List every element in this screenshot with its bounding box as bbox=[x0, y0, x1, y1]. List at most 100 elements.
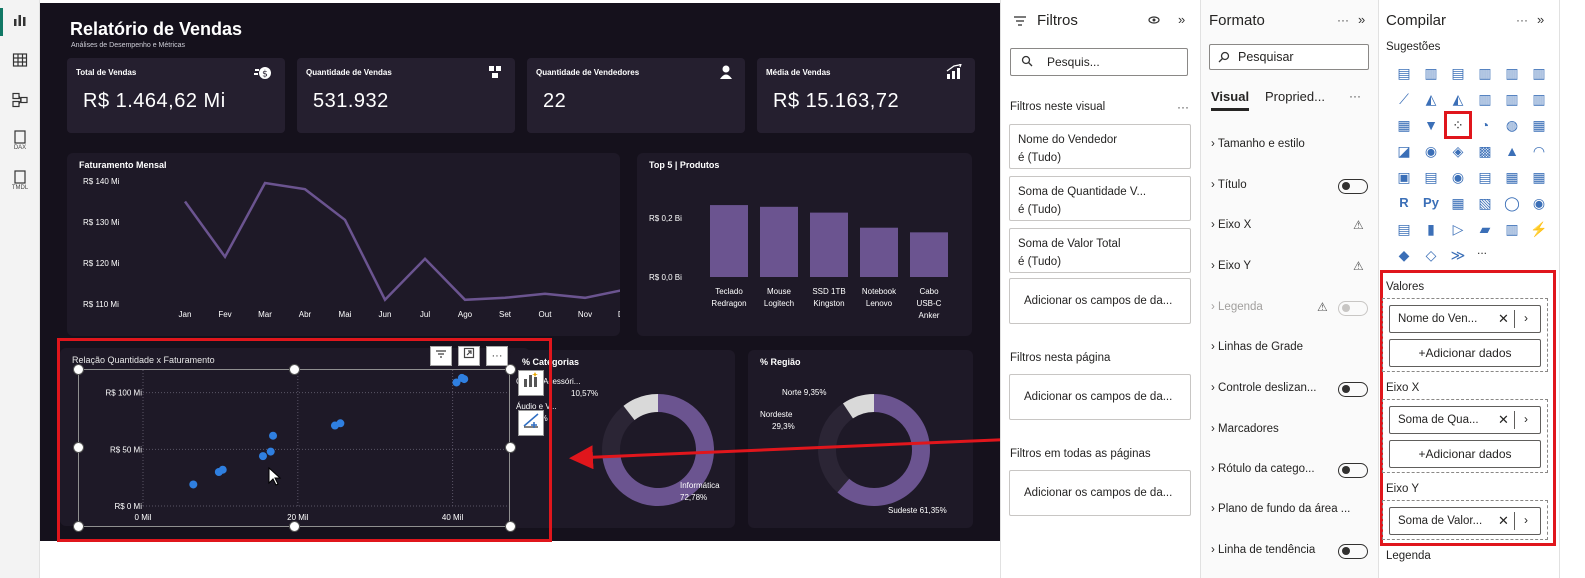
resize-handle[interactable] bbox=[505, 364, 516, 375]
section-gridlines[interactable]: › Linhas de Grade bbox=[1211, 341, 1304, 353]
trend-icon[interactable]: ⚡ bbox=[1530, 221, 1548, 237]
matrix-icon[interactable]: ▦ bbox=[1532, 169, 1546, 185]
section-x-axis[interactable]: › Eixo X bbox=[1211, 219, 1252, 231]
funnel-chart-icon[interactable]: ▼ bbox=[1424, 117, 1438, 133]
stacked-area-icon[interactable]: ◭ bbox=[1452, 91, 1464, 107]
scatter-chart-icon[interactable]: ⁘ bbox=[1444, 111, 1472, 139]
chevron-right-icon[interactable]: › bbox=[1524, 311, 1528, 325]
more-options-icon[interactable]: ··· bbox=[1337, 13, 1349, 27]
custom-visual-icon[interactable]: ◆ bbox=[1398, 247, 1410, 263]
stacked-bar-100-icon[interactable]: ▤ bbox=[1451, 65, 1465, 81]
area-chart-icon[interactable]: ◭ bbox=[1425, 91, 1437, 107]
map-icon[interactable]: ◪ bbox=[1397, 143, 1411, 159]
gauge-icon[interactable]: ◠ bbox=[1532, 143, 1546, 159]
kpi-card-total-vendas[interactable]: Total de Vendas R$ 1.464,62 Mi $ bbox=[67, 58, 285, 133]
pie-chart-icon[interactable]: ◔ bbox=[1480, 117, 1490, 133]
waterfall-icon[interactable]: ▦ bbox=[1397, 117, 1411, 133]
smart-narrative-icon[interactable]: ◉ bbox=[1532, 195, 1546, 211]
zoom-slider-toggle[interactable] bbox=[1338, 382, 1368, 397]
scatter-visual[interactable]: Relação Quantidade x Faturamento R$ 100 … bbox=[60, 348, 530, 526]
collapse-pane-icon[interactable]: » bbox=[1537, 12, 1545, 27]
tmdl-view-icon[interactable]: TMDL bbox=[10, 170, 30, 191]
azure-map-icon[interactable]: ◈ bbox=[1452, 143, 1464, 159]
goals-icon[interactable]: ▥ bbox=[1505, 221, 1519, 237]
more-visuals-icon[interactable]: ... bbox=[1477, 243, 1488, 257]
focus-mode-icon[interactable] bbox=[458, 346, 480, 366]
section-zoom-slider[interactable]: › Controle deslizan... bbox=[1211, 382, 1317, 394]
resize-handle[interactable] bbox=[73, 521, 84, 532]
title-toggle[interactable] bbox=[1338, 179, 1368, 194]
navigation-icon[interactable]: ▲ bbox=[1505, 143, 1519, 159]
region-donut-visual[interactable]: % Região Norte 9,35% Nordeste 29,3% Sude… bbox=[748, 350, 973, 528]
power-automate-icon[interactable]: ▷ bbox=[1452, 221, 1464, 237]
values-field-pill[interactable]: Nome do Ven... ✕ › bbox=[1389, 305, 1541, 333]
resize-handle[interactable] bbox=[505, 521, 516, 532]
remove-field-icon[interactable]: ✕ bbox=[1498, 311, 1509, 326]
kpi-icon[interactable]: ◉ bbox=[1451, 169, 1465, 185]
stacked-bar-icon[interactable]: ▤ bbox=[1397, 65, 1411, 81]
add-fields-page-dropzone[interactable]: Adicionar os campos de da... bbox=[1009, 374, 1191, 420]
filter-icon[interactable] bbox=[430, 346, 452, 366]
resize-handle[interactable] bbox=[505, 442, 516, 453]
tab-visual[interactable]: Visual bbox=[1211, 89, 1250, 104]
section-markers[interactable]: › Marcadores bbox=[1211, 423, 1279, 435]
kpi-card-media-vendas[interactable]: Média de Vendas R$ 15.163,72 bbox=[757, 58, 975, 133]
eye-icon[interactable] bbox=[1148, 15, 1160, 28]
collapse-pane-icon[interactable]: » bbox=[1178, 12, 1186, 27]
clustered-bar-icon[interactable]: ▥ bbox=[1424, 65, 1438, 81]
more-options-icon[interactable]: ··· bbox=[486, 346, 508, 366]
card-icon[interactable]: ▣ bbox=[1397, 169, 1411, 185]
line-column-icon[interactable]: ▥ bbox=[1478, 91, 1492, 107]
collapse-pane-icon[interactable]: » bbox=[1358, 12, 1366, 27]
key-influencers-icon[interactable]: ▦ bbox=[1451, 195, 1465, 211]
decomposition-tree-icon[interactable]: ▧ bbox=[1478, 195, 1492, 211]
analytics-trend-icon[interactable] bbox=[518, 410, 544, 436]
metrics-icon[interactable]: ▰ bbox=[1479, 221, 1491, 237]
more-options-icon[interactable]: ··· bbox=[1177, 100, 1189, 114]
resize-handle[interactable] bbox=[73, 364, 84, 375]
python-visual-icon[interactable]: Py bbox=[1423, 195, 1439, 210]
resize-handle[interactable] bbox=[73, 442, 84, 453]
treemap-icon[interactable]: ▦ bbox=[1532, 117, 1546, 133]
report-view-icon[interactable] bbox=[10, 12, 30, 32]
x-axis-field-pill[interactable]: Soma de Qua... ✕ › bbox=[1389, 406, 1541, 434]
line-chart-icon[interactable]: ⟋ bbox=[1399, 91, 1409, 107]
chevron-right-icon[interactable]: › bbox=[1524, 412, 1528, 426]
multi-row-card-icon[interactable]: ▤ bbox=[1424, 169, 1438, 185]
filter-card-valor[interactable]: Soma de Valor Total é (Tudo) bbox=[1009, 228, 1191, 273]
power-apps-icon[interactable]: ▮ bbox=[1427, 221, 1435, 237]
smart-narrative-icon[interactable] bbox=[518, 370, 544, 396]
donut-chart-icon[interactable]: ◍ bbox=[1505, 117, 1519, 133]
chevron-visual-icon[interactable]: ≫ bbox=[1450, 247, 1466, 263]
dax-query-icon[interactable]: DAX bbox=[10, 130, 30, 151]
trend-line-toggle[interactable] bbox=[1338, 544, 1368, 559]
model-view-icon[interactable] bbox=[10, 92, 30, 112]
top5-products-visual[interactable]: Top 5 | Produtos R$ 0,2 Bi R$ 0,0 Bi Tec… bbox=[637, 153, 972, 336]
filter-card-vendedor[interactable]: Nome do Vendedor é (Tudo) bbox=[1009, 124, 1191, 169]
filter-card-quantidade[interactable]: Soma de Quantidade V... é (Tudo) bbox=[1009, 176, 1191, 221]
remove-field-icon[interactable]: ✕ bbox=[1498, 513, 1509, 528]
more-options-icon[interactable]: ··· bbox=[1516, 13, 1528, 27]
tab-properties[interactable]: Propried... bbox=[1265, 89, 1325, 104]
table-view-icon[interactable] bbox=[10, 52, 30, 72]
section-size-style[interactable]: › Tamanho e estilo bbox=[1211, 138, 1305, 150]
add-data-button[interactable]: +Adicionar dados bbox=[1389, 339, 1541, 367]
r-visual-icon[interactable]: R bbox=[1399, 195, 1409, 210]
qa-icon[interactable]: ◯ bbox=[1504, 195, 1520, 211]
section-title[interactable]: › Título bbox=[1211, 179, 1247, 191]
kpi-card-quantidade-vendedores[interactable]: Quantidade de Vendedores 22 bbox=[527, 58, 745, 133]
filters-search-input[interactable]: Pesquis... bbox=[1010, 48, 1188, 76]
format-search-input[interactable]: Pesquisar bbox=[1209, 44, 1369, 70]
remove-field-icon[interactable]: ✕ bbox=[1498, 412, 1509, 427]
section-trend-line[interactable]: › Linha de tendência bbox=[1211, 544, 1316, 556]
section-legend[interactable]: › Legenda bbox=[1211, 301, 1263, 313]
category-label-toggle[interactable] bbox=[1338, 463, 1368, 478]
add-data-button[interactable]: +Adicionar dados bbox=[1389, 440, 1541, 468]
section-plot-background[interactable]: › Plano de fundo da área ... bbox=[1211, 503, 1351, 515]
table-icon[interactable]: ▦ bbox=[1505, 169, 1519, 185]
resize-handle[interactable] bbox=[289, 364, 300, 375]
clustered-column-icon[interactable]: ▥ bbox=[1505, 65, 1519, 81]
add-fields-all-dropzone[interactable]: Adicionar os campos de da... bbox=[1009, 470, 1191, 516]
y-axis-field-pill[interactable]: Soma de Valor... ✕ › bbox=[1389, 507, 1541, 535]
stacked-column-100-icon[interactable]: ▥ bbox=[1532, 65, 1546, 81]
